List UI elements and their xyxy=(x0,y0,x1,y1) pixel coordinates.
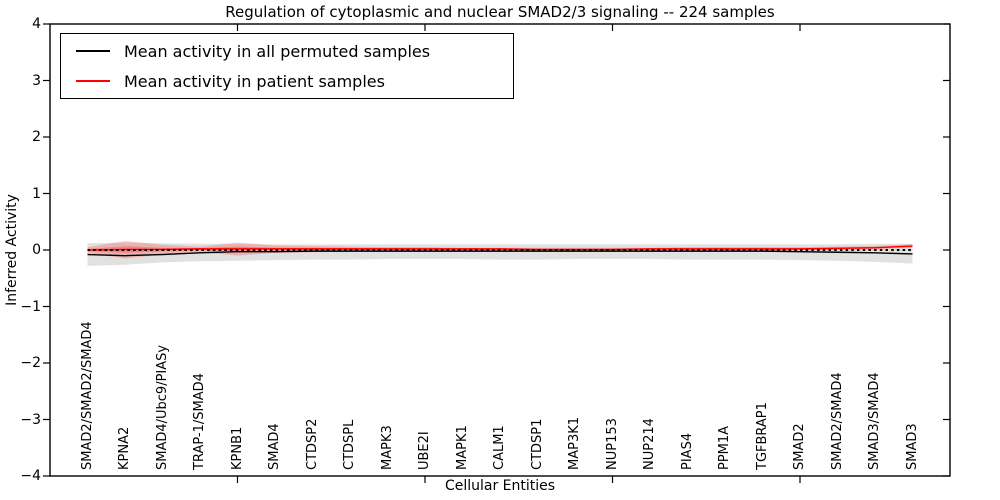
y-axis-label: Inferred Activity xyxy=(4,194,20,306)
legend-line-sample-black xyxy=(76,50,110,52)
series-line-patient-mean xyxy=(87,245,913,251)
legend-line-sample-red xyxy=(76,80,110,82)
legend-label-patient: Mean activity in patient samples xyxy=(124,71,385,91)
legend-item-patient: Mean activity in patient samples xyxy=(61,72,513,91)
legend: Mean activity in all permuted samples Me… xyxy=(60,33,514,99)
chart-title: Regulation of cytoplasmic and nuclear SM… xyxy=(225,3,775,21)
legend-item-permuted: Mean activity in all permuted samples xyxy=(61,42,513,61)
x-axis-label: Cellular Entities xyxy=(444,478,556,494)
legend-label-permuted: Mean activity in all permuted samples xyxy=(124,41,431,61)
series-line-permuted-mean xyxy=(87,250,913,257)
